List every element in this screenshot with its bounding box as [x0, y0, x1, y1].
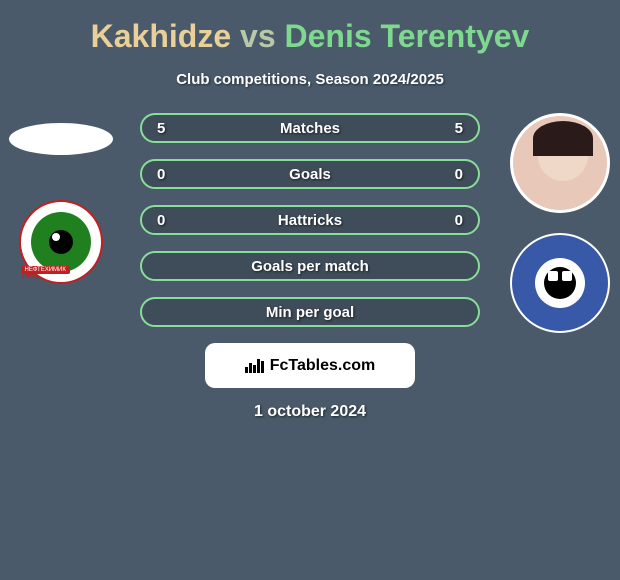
stat-row-min-per-goal: Min per goal: [140, 297, 480, 327]
brand-name: FcTables.com: [270, 357, 376, 375]
stat-label: Matches: [280, 120, 340, 137]
stat-right-value: 0: [455, 212, 463, 229]
player1-avatar: [9, 123, 113, 155]
main-container: Kakhidze vs Denis Terentyev Club competi…: [0, 0, 620, 431]
stat-label: Goals: [289, 166, 331, 183]
soccer-ball-icon: [544, 267, 576, 299]
stat-row-hattricks: 0 Hattricks 0: [140, 205, 480, 235]
stat-right-value: 0: [455, 166, 463, 183]
stat-label: Min per goal: [266, 304, 354, 321]
soccer-ball-icon: [49, 230, 73, 254]
stat-row-goals: 0 Goals 0: [140, 159, 480, 189]
date-label: 1 october 2024: [0, 403, 620, 421]
subtitle: Club competitions, Season 2024/2025: [0, 71, 620, 88]
player2-avatar: [510, 113, 610, 213]
content-area: НЕФТЕХИМИК 1991 5 Matches 5 0 Goals: [0, 113, 620, 421]
chart-icon: [245, 359, 264, 373]
stat-row-matches: 5 Matches 5: [140, 113, 480, 143]
club1-year: 1991: [21, 271, 39, 280]
stat-right-value: 5: [455, 120, 463, 137]
club2-badge: [510, 233, 610, 333]
vs-label: vs: [240, 18, 276, 54]
page-title: Kakhidze vs Denis Terentyev: [0, 10, 620, 63]
stat-label: Hattricks: [278, 212, 342, 229]
left-column: НЕФТЕХИМИК 1991: [8, 113, 113, 284]
player1-name: Kakhidze: [91, 18, 231, 54]
stat-left-value: 0: [157, 212, 165, 229]
club1-badge: НЕФТЕХИМИК 1991: [19, 200, 103, 284]
stat-left-value: 0: [157, 166, 165, 183]
brand-badge[interactable]: FcTables.com: [205, 343, 415, 388]
player2-name: Denis Terentyev: [285, 18, 530, 54]
stat-left-value: 5: [157, 120, 165, 137]
stat-label: Goals per match: [251, 258, 369, 275]
right-column: [507, 113, 612, 333]
stat-row-goals-per-match: Goals per match: [140, 251, 480, 281]
stats-panel: 5 Matches 5 0 Goals 0 0 Hattricks 0 Goal…: [140, 113, 480, 327]
club1-badge-inner: [31, 212, 91, 272]
club2-badge-inner: [535, 258, 585, 308]
